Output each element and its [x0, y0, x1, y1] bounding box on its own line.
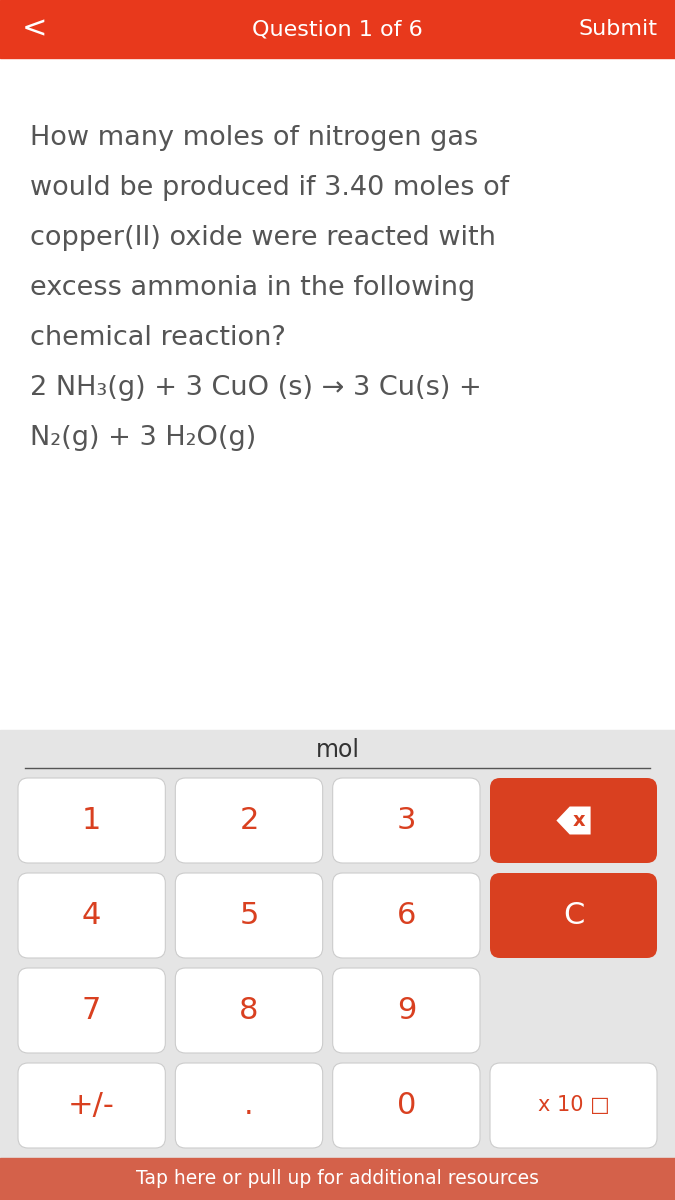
FancyBboxPatch shape — [490, 778, 657, 863]
Text: 1: 1 — [82, 806, 101, 835]
Text: How many moles of nitrogen gas: How many moles of nitrogen gas — [30, 125, 479, 151]
Text: 2 NH₃(g) + 3 CuO (s) → 3 Cu(s) +: 2 NH₃(g) + 3 CuO (s) → 3 Cu(s) + — [30, 374, 482, 401]
Text: 0: 0 — [397, 1091, 416, 1120]
FancyBboxPatch shape — [333, 1063, 480, 1148]
FancyBboxPatch shape — [18, 968, 165, 1054]
Text: Question 1 of 6: Question 1 of 6 — [252, 19, 423, 38]
Text: 6: 6 — [397, 901, 416, 930]
Text: copper(II) oxide were reacted with: copper(II) oxide were reacted with — [30, 226, 496, 251]
Text: 2: 2 — [240, 806, 259, 835]
FancyBboxPatch shape — [333, 968, 480, 1054]
Text: 5: 5 — [240, 901, 259, 930]
Text: 9: 9 — [397, 996, 416, 1025]
Text: <: < — [22, 14, 47, 43]
FancyBboxPatch shape — [176, 874, 323, 958]
Text: 4: 4 — [82, 901, 101, 930]
Text: excess ammonia in the following: excess ammonia in the following — [30, 275, 475, 301]
FancyBboxPatch shape — [490, 1063, 657, 1148]
FancyBboxPatch shape — [18, 874, 165, 958]
Text: 8: 8 — [239, 996, 259, 1025]
FancyBboxPatch shape — [176, 968, 323, 1054]
Text: mol: mol — [315, 738, 360, 762]
Text: 7: 7 — [82, 996, 101, 1025]
FancyBboxPatch shape — [490, 874, 657, 958]
FancyBboxPatch shape — [176, 778, 323, 863]
Text: +/-: +/- — [68, 1091, 115, 1120]
Text: Tap here or pull up for additional resources: Tap here or pull up for additional resou… — [136, 1170, 539, 1188]
Text: N₂(g) + 3 H₂O(g): N₂(g) + 3 H₂O(g) — [30, 425, 256, 451]
Bar — [0, 730, 675, 1200]
Text: 3: 3 — [397, 806, 416, 835]
FancyBboxPatch shape — [18, 1063, 165, 1148]
Text: C: C — [563, 901, 584, 930]
Text: x 10 □: x 10 □ — [537, 1096, 610, 1116]
FancyBboxPatch shape — [333, 778, 480, 863]
Text: chemical reaction?: chemical reaction? — [30, 325, 286, 350]
Polygon shape — [556, 806, 591, 834]
Text: Submit: Submit — [578, 19, 657, 38]
Bar — [0, 58, 675, 730]
FancyBboxPatch shape — [333, 874, 480, 958]
Text: x: x — [573, 811, 586, 830]
Text: would be produced if 3.40 moles of: would be produced if 3.40 moles of — [30, 175, 509, 200]
Text: .: . — [244, 1091, 254, 1120]
FancyBboxPatch shape — [18, 778, 165, 863]
Bar — [0, 1158, 675, 1200]
FancyBboxPatch shape — [176, 1063, 323, 1148]
Bar — [0, 0, 675, 58]
